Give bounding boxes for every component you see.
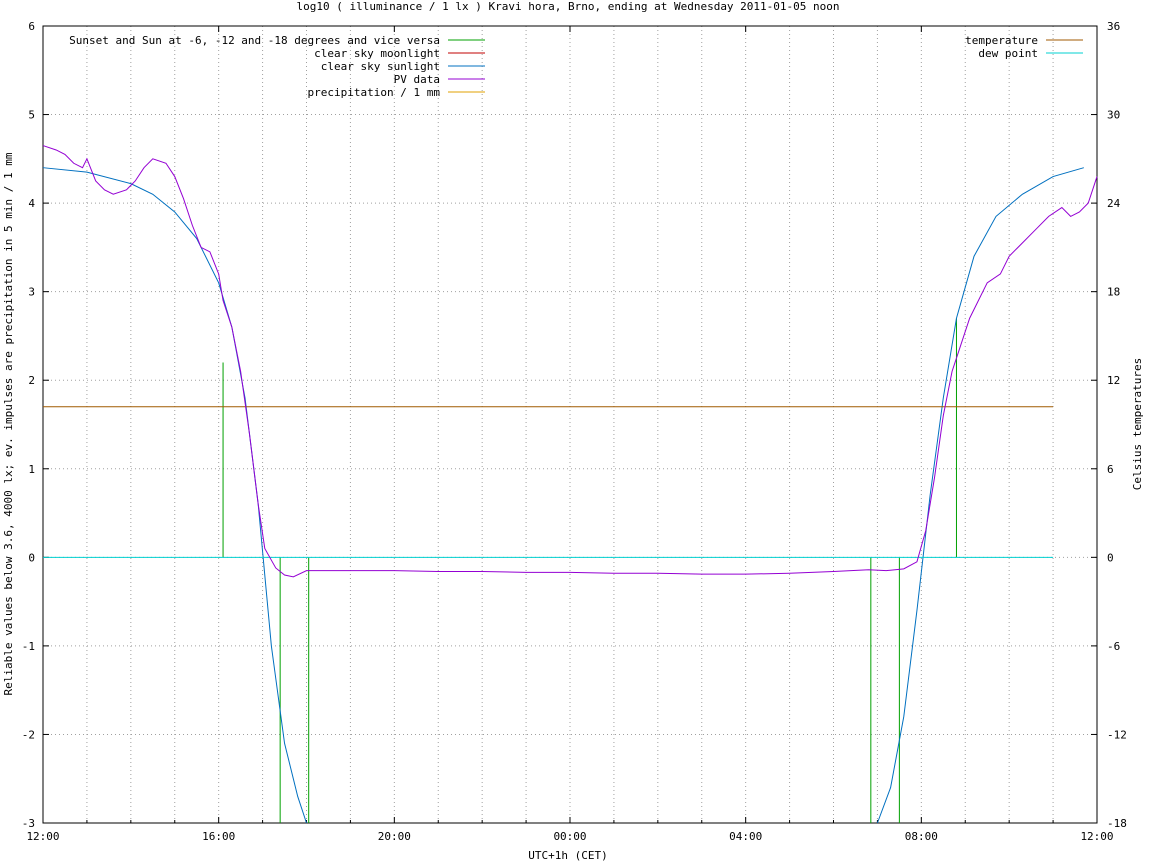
chart-legend: Sunset and Sun at -6, -12 and -18 degree… [69, 34, 1083, 99]
x-tick-label: 00:00 [553, 830, 586, 843]
legend-label: Sunset and Sun at -6, -12 and -18 degree… [69, 34, 440, 47]
x-axis-label: UTC+1h (CET) [528, 849, 607, 862]
x-tick-label: 16:00 [202, 830, 235, 843]
legend-label: temperature [965, 34, 1038, 47]
y-tick-label: 4 [28, 197, 35, 210]
legend-label: precipitation / 1 mm [308, 86, 441, 99]
y-tick-label: 3 [28, 286, 35, 299]
legend-label: PV data [394, 73, 440, 86]
y-axis-label: Reliable values below 3.6, 4000 lx; ev. … [2, 152, 15, 695]
y2-tick-label: 12 [1107, 374, 1120, 387]
y-tick-label: 5 [28, 109, 35, 122]
chart-title: log10 ( illuminance / 1 lx ) Kravi hora,… [296, 0, 839, 13]
pv-data-line [42, 145, 1098, 578]
y2-tick-label: 0 [1107, 551, 1114, 564]
y2-tick-label: -6 [1107, 640, 1120, 653]
y-tick-label: 0 [28, 551, 35, 564]
y-tick-label: -2 [22, 728, 35, 741]
x-tick-label: 12:00 [26, 830, 59, 843]
clear-sky-sunlight-line [42, 167, 307, 824]
x-tick-label: 08:00 [905, 830, 938, 843]
y2-axis-label: Celsius temperatures [1131, 358, 1144, 490]
x-tick-label: 12:00 [1080, 830, 1113, 843]
y-tick-label: 2 [28, 374, 35, 387]
y-tick-label: 6 [28, 20, 35, 33]
x-tick-label: 04:00 [729, 830, 762, 843]
y2-tick-label: -12 [1107, 728, 1127, 741]
chart-grid [43, 26, 1097, 823]
chart-axes: 12:00 16:00 20:00 00:00 04:00 08:00 12:00-3-2-… [22, 20, 1127, 843]
chart-series [42, 145, 1098, 824]
y2-tick-label: -18 [1107, 817, 1127, 830]
clear-sky-sunlight-line [876, 167, 1084, 824]
legend-label: clear sky moonlight [314, 47, 440, 60]
legend-label: dew point [978, 47, 1038, 60]
y2-tick-label: 30 [1107, 109, 1120, 122]
y-tick-label: 1 [28, 463, 35, 476]
y2-tick-label: 18 [1107, 286, 1120, 299]
y2-tick-label: 6 [1107, 463, 1114, 476]
y-tick-label: -3 [22, 817, 35, 830]
plot-frame [42, 25, 1098, 824]
y-tick-label: -1 [22, 640, 35, 653]
legend-label: clear sky sunlight [321, 60, 440, 73]
y2-tick-label: 24 [1107, 197, 1121, 210]
x-tick-label: 20:00 [378, 830, 411, 843]
y2-tick-label: 36 [1107, 20, 1120, 33]
